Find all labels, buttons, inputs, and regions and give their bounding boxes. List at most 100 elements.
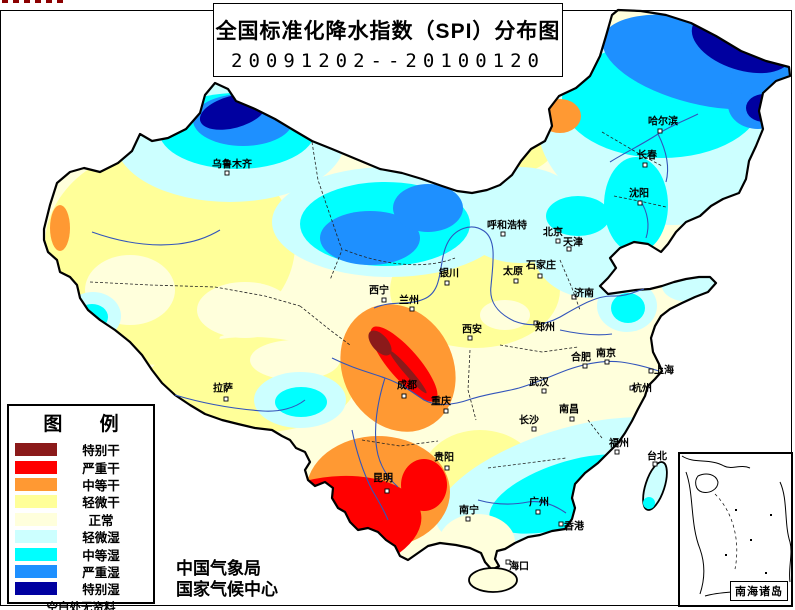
city-label: 海口 <box>509 560 529 573</box>
city-label: 乌鲁木齐 <box>212 158 253 171</box>
city-label: 贵阳 <box>434 451 454 464</box>
city-marker <box>513 278 519 284</box>
map-date-range: 20091202--20100120 <box>231 50 545 72</box>
city-marker <box>535 509 541 515</box>
city-label: 广州 <box>529 496 549 509</box>
city-label: 台北 <box>647 450 667 463</box>
city-label: 呼和浩特 <box>487 219 527 232</box>
legend-item: 中等湿 <box>9 545 153 563</box>
city-label: 沈阳 <box>629 187 649 200</box>
city-marker <box>384 488 390 494</box>
legend-swatch <box>15 477 57 491</box>
city-label: 天津 <box>563 236 583 249</box>
city-label: 南昌 <box>559 403 579 416</box>
city-marker <box>531 426 537 432</box>
city-label: 北京 <box>543 226 563 239</box>
city-marker <box>409 306 415 312</box>
city-marker <box>381 297 387 303</box>
city-label: 杭州 <box>632 382 652 395</box>
city-marker <box>614 449 620 455</box>
city-marker <box>223 396 229 402</box>
legend-item: 特别干 <box>9 441 153 458</box>
city-marker <box>444 465 450 471</box>
normal-regions-south <box>439 514 515 570</box>
south-china-sea-inset: 南海诸岛 <box>678 452 793 607</box>
city-label: 银川 <box>439 267 459 280</box>
city-marker <box>533 320 539 326</box>
city-marker <box>505 559 511 565</box>
issuing-organization: 中国气象局 国家气候中心 <box>176 558 278 600</box>
legend-item: 严重湿 <box>9 563 153 580</box>
city-marker <box>569 416 575 422</box>
national-border <box>42 8 792 572</box>
city-label: 重庆 <box>431 395 451 408</box>
legend-label: 严重干 <box>82 461 120 476</box>
city-label: 香港 <box>564 520 585 533</box>
city-marker <box>555 238 561 244</box>
legend-item: 轻微干 <box>9 493 153 510</box>
city-label: 上海 <box>654 364 674 377</box>
city-marker <box>443 408 449 414</box>
legend-item: 严重干 <box>9 458 153 476</box>
city-marker <box>566 246 572 252</box>
legend-rows: 特别干严重干中等干 轻微干正常 轻微湿中等湿 严重湿特别湿 <box>9 441 153 598</box>
city-label: 昆明 <box>373 473 393 485</box>
legend-label: 特别湿 <box>82 583 120 598</box>
legend-label: 特别干 <box>82 444 120 459</box>
city-label: 济南 <box>574 287 594 300</box>
legend-item: 中等干 <box>9 476 153 493</box>
city-label: 长春 <box>637 149 657 162</box>
legend-swatch <box>15 547 57 561</box>
city-marker <box>637 200 643 206</box>
city-marker <box>657 128 663 134</box>
city-label: 太原 <box>502 265 523 278</box>
city-label: 长沙 <box>519 414 539 427</box>
map-title: 全国标准化降水指数（SPI）分布图 <box>215 20 561 43</box>
city-marker <box>444 280 450 286</box>
city-marker <box>652 461 658 467</box>
city-label: 拉萨 <box>213 382 233 395</box>
legend-footnote: 空白处无资料 <box>46 601 116 610</box>
extreme-dry-regions <box>368 330 427 394</box>
cropped-red-text <box>2 0 66 3</box>
legend-title: 图 例 <box>43 414 135 435</box>
province-borders <box>89 131 667 469</box>
legend-item: 正常 <box>9 511 153 528</box>
org-line-2: 国家气候中心 <box>176 580 278 599</box>
inset-label: 南海诸岛 <box>730 581 788 601</box>
city-marker <box>642 162 648 168</box>
city-label: 武汉 <box>529 376 550 389</box>
city-label: 哈尔滨 <box>648 115 678 128</box>
legend-swatch <box>15 512 57 526</box>
city-marker <box>537 273 543 279</box>
city-marker <box>401 393 407 399</box>
city-label: 西安 <box>462 323 482 336</box>
legend-swatch <box>15 495 57 509</box>
legend-label: 中等干 <box>82 478 120 493</box>
city-marker <box>571 294 577 300</box>
city-marker <box>582 363 588 369</box>
legend-item: 特别湿 <box>9 580 153 597</box>
city-label: 南宁 <box>459 504 479 517</box>
city-label: 南京 <box>596 347 616 360</box>
city-marker <box>500 231 506 237</box>
city-marker <box>558 521 564 527</box>
city-marker <box>465 516 471 522</box>
rivers <box>91 113 699 521</box>
city-marker <box>629 385 635 391</box>
city-label: 郑州 <box>535 321 555 334</box>
city-label: 兰州 <box>399 294 419 307</box>
legend-box: 图 例 特别干严重干中等干 轻微干正常 轻微湿中等湿 严重湿特别湿 空白处无资料 <box>7 404 155 610</box>
legend-label: 中等湿 <box>82 548 120 563</box>
legend-label: 正常 <box>88 513 114 528</box>
legend-item: 轻微湿 <box>9 528 153 545</box>
city-label: 合肥 <box>570 351 591 364</box>
city-marker <box>224 170 230 176</box>
taiwan-island <box>642 461 668 511</box>
city-marker <box>467 335 473 341</box>
legend-swatch <box>15 460 57 474</box>
city-label: 西宁 <box>369 284 389 297</box>
